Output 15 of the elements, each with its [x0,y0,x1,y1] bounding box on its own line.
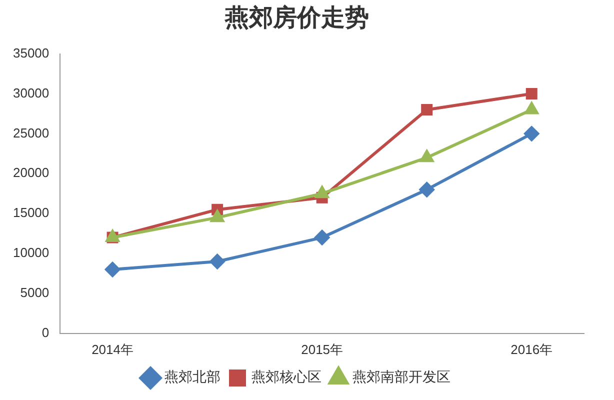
y-tick-label: 25000 [12,125,50,140]
y-tick-label: 5000 [20,285,50,300]
chart-title: 燕郊房价走势 [224,4,369,32]
y-tick-label: 30000 [12,85,50,100]
x-tick-label: 2016年 [510,342,553,357]
y-tick-label: 20000 [12,165,50,180]
y-tick-label: 10000 [12,245,50,260]
x-tick-label: 2015年 [301,342,344,357]
y-tick-label: 0 [42,324,50,340]
y-tick-label: 35000 [12,45,50,60]
legend-label: 燕郊核心区 [252,370,322,386]
legend-label: 燕郊北部 [164,370,220,386]
y-tick-label: 15000 [12,205,50,220]
legend-label: 燕郊南部开发区 [352,370,450,386]
x-tick-label: 2014年 [92,342,134,357]
